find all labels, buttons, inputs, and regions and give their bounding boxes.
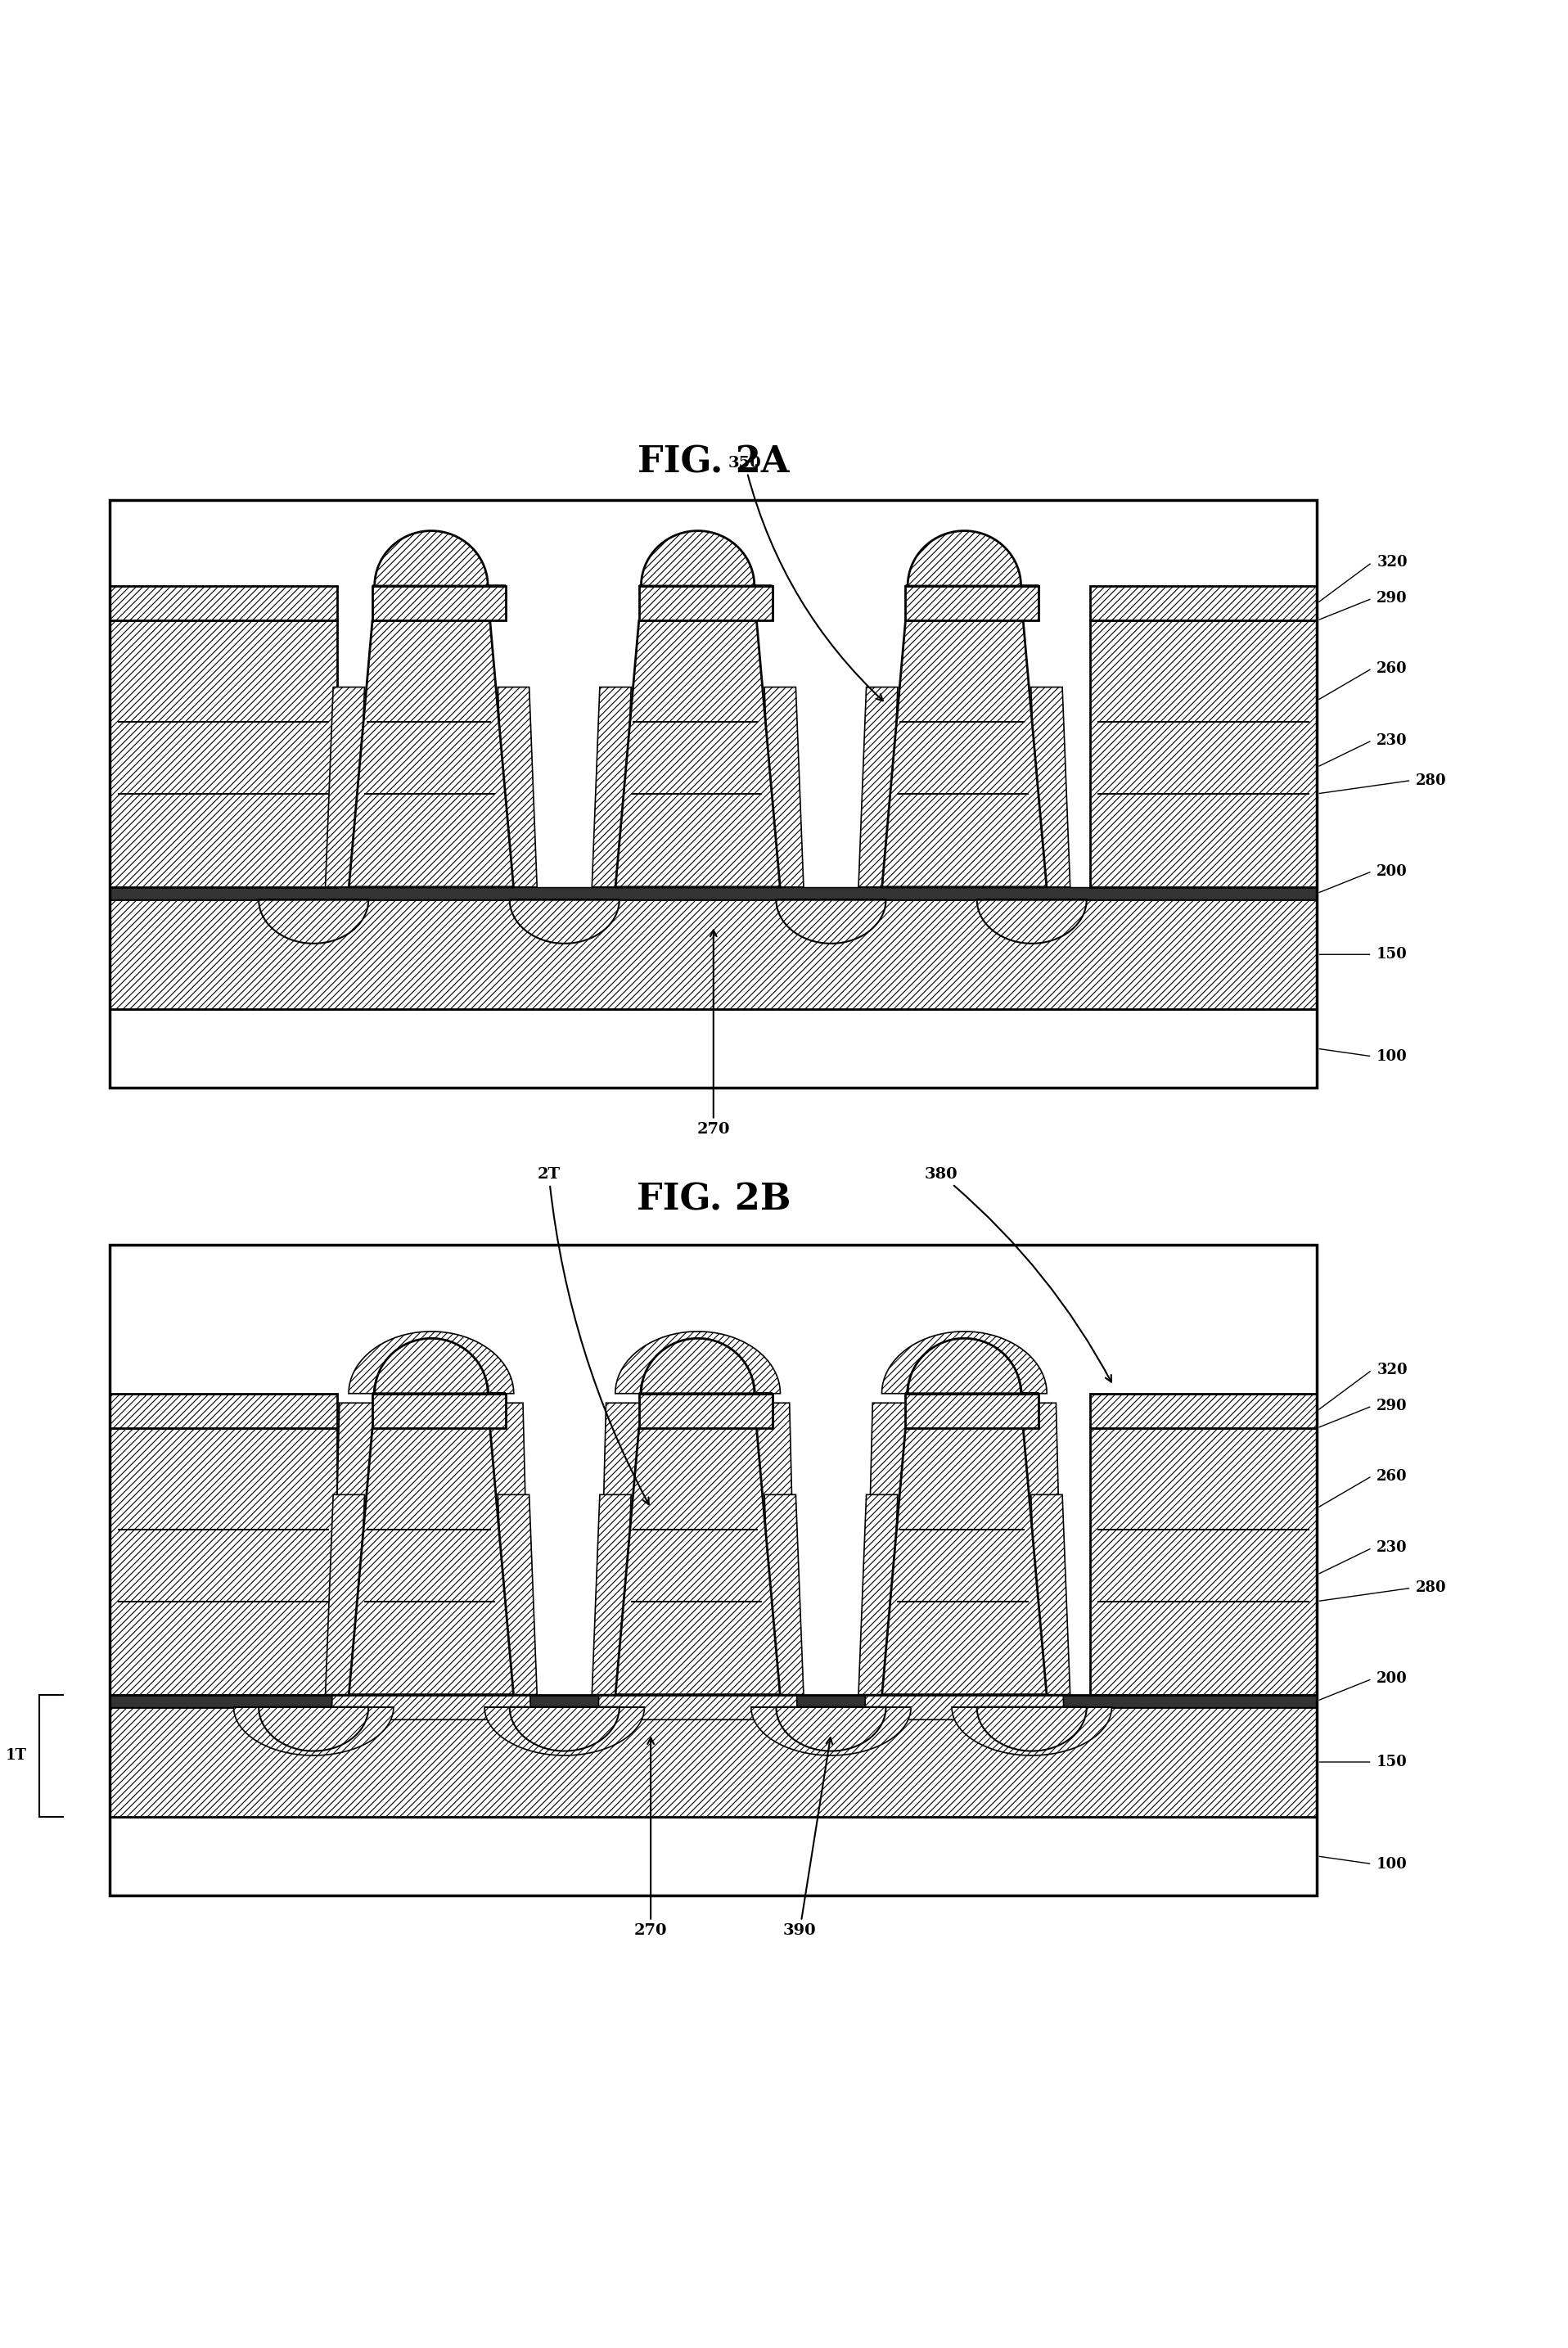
Text: 290: 290	[1377, 592, 1408, 606]
Polygon shape	[373, 1338, 505, 1392]
Polygon shape	[615, 1331, 781, 1392]
Bar	[110, 620, 337, 888]
Bar	[110, 1707, 1317, 1817]
Polygon shape	[326, 1496, 364, 1695]
Text: 100: 100	[1377, 1050, 1408, 1064]
Polygon shape	[591, 688, 630, 888]
Polygon shape	[764, 688, 803, 888]
Bar	[905, 1392, 1038, 1428]
Bar	[1090, 587, 1317, 620]
Text: 290: 290	[1377, 1399, 1408, 1413]
Polygon shape	[373, 531, 505, 587]
Text: FIG. 2B: FIG. 2B	[637, 1181, 790, 1216]
Text: 100: 100	[1377, 1857, 1408, 1871]
Text: 230: 230	[1377, 733, 1408, 747]
Bar	[110, 1817, 1317, 1895]
Text: 280: 280	[1416, 1580, 1447, 1594]
Bar	[110, 888, 1317, 899]
Text: 270: 270	[633, 1738, 668, 1937]
Text: 280: 280	[1416, 772, 1447, 789]
Text: 230: 230	[1377, 1540, 1408, 1554]
Polygon shape	[859, 1496, 897, 1695]
Text: 270: 270	[696, 930, 731, 1136]
Polygon shape	[881, 1331, 1047, 1392]
Polygon shape	[864, 1404, 1063, 1719]
Text: 380: 380	[924, 1167, 1112, 1383]
Polygon shape	[348, 1428, 513, 1695]
Text: 150: 150	[1377, 1754, 1408, 1770]
Polygon shape	[905, 531, 1038, 587]
Bar	[110, 1010, 1317, 1087]
Text: 2T: 2T	[538, 1167, 649, 1505]
Polygon shape	[615, 1428, 779, 1695]
Text: 320: 320	[1377, 1362, 1408, 1378]
Polygon shape	[776, 899, 886, 944]
Polygon shape	[348, 1331, 514, 1392]
Polygon shape	[326, 688, 364, 888]
Bar	[640, 587, 771, 620]
Polygon shape	[859, 688, 897, 888]
Bar	[1090, 620, 1317, 888]
Bar	[110, 1392, 337, 1428]
Bar	[1090, 1392, 1317, 1428]
Polygon shape	[881, 620, 1047, 888]
Bar	[373, 587, 505, 620]
Bar	[905, 587, 1038, 620]
Polygon shape	[764, 1496, 803, 1695]
Text: 200: 200	[1377, 1672, 1408, 1686]
Bar	[110, 1244, 1317, 1895]
Text: 350: 350	[728, 456, 883, 700]
Polygon shape	[259, 1707, 368, 1752]
Polygon shape	[234, 1707, 394, 1756]
Text: 200: 200	[1377, 864, 1408, 878]
Bar	[110, 587, 337, 620]
Text: 1T: 1T	[5, 1749, 27, 1763]
Bar	[110, 1428, 337, 1695]
Polygon shape	[640, 1338, 771, 1392]
Text: 150: 150	[1377, 946, 1408, 963]
Polygon shape	[499, 1496, 536, 1695]
Polygon shape	[591, 1496, 630, 1695]
Polygon shape	[905, 1338, 1038, 1392]
Text: 320: 320	[1377, 554, 1408, 571]
Polygon shape	[952, 1707, 1112, 1756]
Polygon shape	[332, 1404, 530, 1719]
Polygon shape	[615, 620, 779, 888]
Bar	[110, 899, 1317, 1010]
Text: 260: 260	[1377, 1468, 1408, 1484]
Text: 390: 390	[782, 1738, 833, 1937]
Bar	[640, 1392, 771, 1428]
Polygon shape	[640, 531, 771, 587]
Polygon shape	[1032, 688, 1069, 888]
Polygon shape	[881, 1428, 1047, 1695]
Bar	[373, 1392, 505, 1428]
Polygon shape	[510, 899, 619, 944]
Text: FIG. 2A: FIG. 2A	[638, 444, 789, 479]
Polygon shape	[1032, 1496, 1069, 1695]
Polygon shape	[259, 899, 368, 944]
Text: 260: 260	[1377, 662, 1408, 676]
Polygon shape	[499, 688, 536, 888]
Bar	[110, 1695, 1317, 1707]
Bar	[110, 500, 1317, 1087]
Polygon shape	[977, 899, 1087, 944]
Polygon shape	[348, 620, 513, 888]
Polygon shape	[485, 1707, 644, 1756]
Bar	[1090, 1428, 1317, 1695]
Polygon shape	[510, 1707, 619, 1752]
Polygon shape	[599, 1404, 797, 1719]
Polygon shape	[751, 1707, 911, 1756]
Polygon shape	[776, 1707, 886, 1752]
Polygon shape	[977, 1707, 1087, 1752]
